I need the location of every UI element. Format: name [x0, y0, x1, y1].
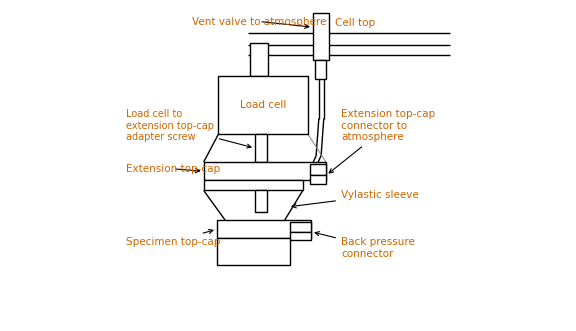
- Bar: [255, 190, 267, 212]
- Bar: [250, 43, 268, 76]
- Text: Extension top-cap
connector to
atmosphere: Extension top-cap connector to atmospher…: [329, 109, 435, 173]
- Text: Load cell to
extension top-cap
adapter screw: Load cell to extension top-cap adapter s…: [126, 109, 251, 148]
- Text: Back pressure
connector: Back pressure connector: [315, 232, 415, 259]
- Bar: [203, 162, 326, 180]
- Text: Vent valve to atmosphere: Vent valve to atmosphere: [192, 17, 327, 28]
- Text: Extension top-cap: Extension top-cap: [126, 164, 220, 174]
- Bar: [217, 220, 311, 238]
- Bar: [315, 60, 327, 79]
- Bar: [203, 180, 303, 190]
- Text: Cell top: Cell top: [335, 18, 376, 27]
- Bar: [255, 134, 267, 162]
- Bar: [217, 238, 290, 265]
- Bar: [309, 175, 326, 184]
- Bar: [290, 232, 311, 240]
- Bar: [218, 76, 308, 134]
- Bar: [313, 13, 329, 60]
- Bar: [309, 164, 326, 175]
- Text: Load cell: Load cell: [240, 100, 286, 110]
- Text: Specimen top-cap: Specimen top-cap: [126, 229, 220, 247]
- Bar: [290, 222, 311, 232]
- Text: Vylastic sleeve: Vylastic sleeve: [292, 190, 419, 208]
